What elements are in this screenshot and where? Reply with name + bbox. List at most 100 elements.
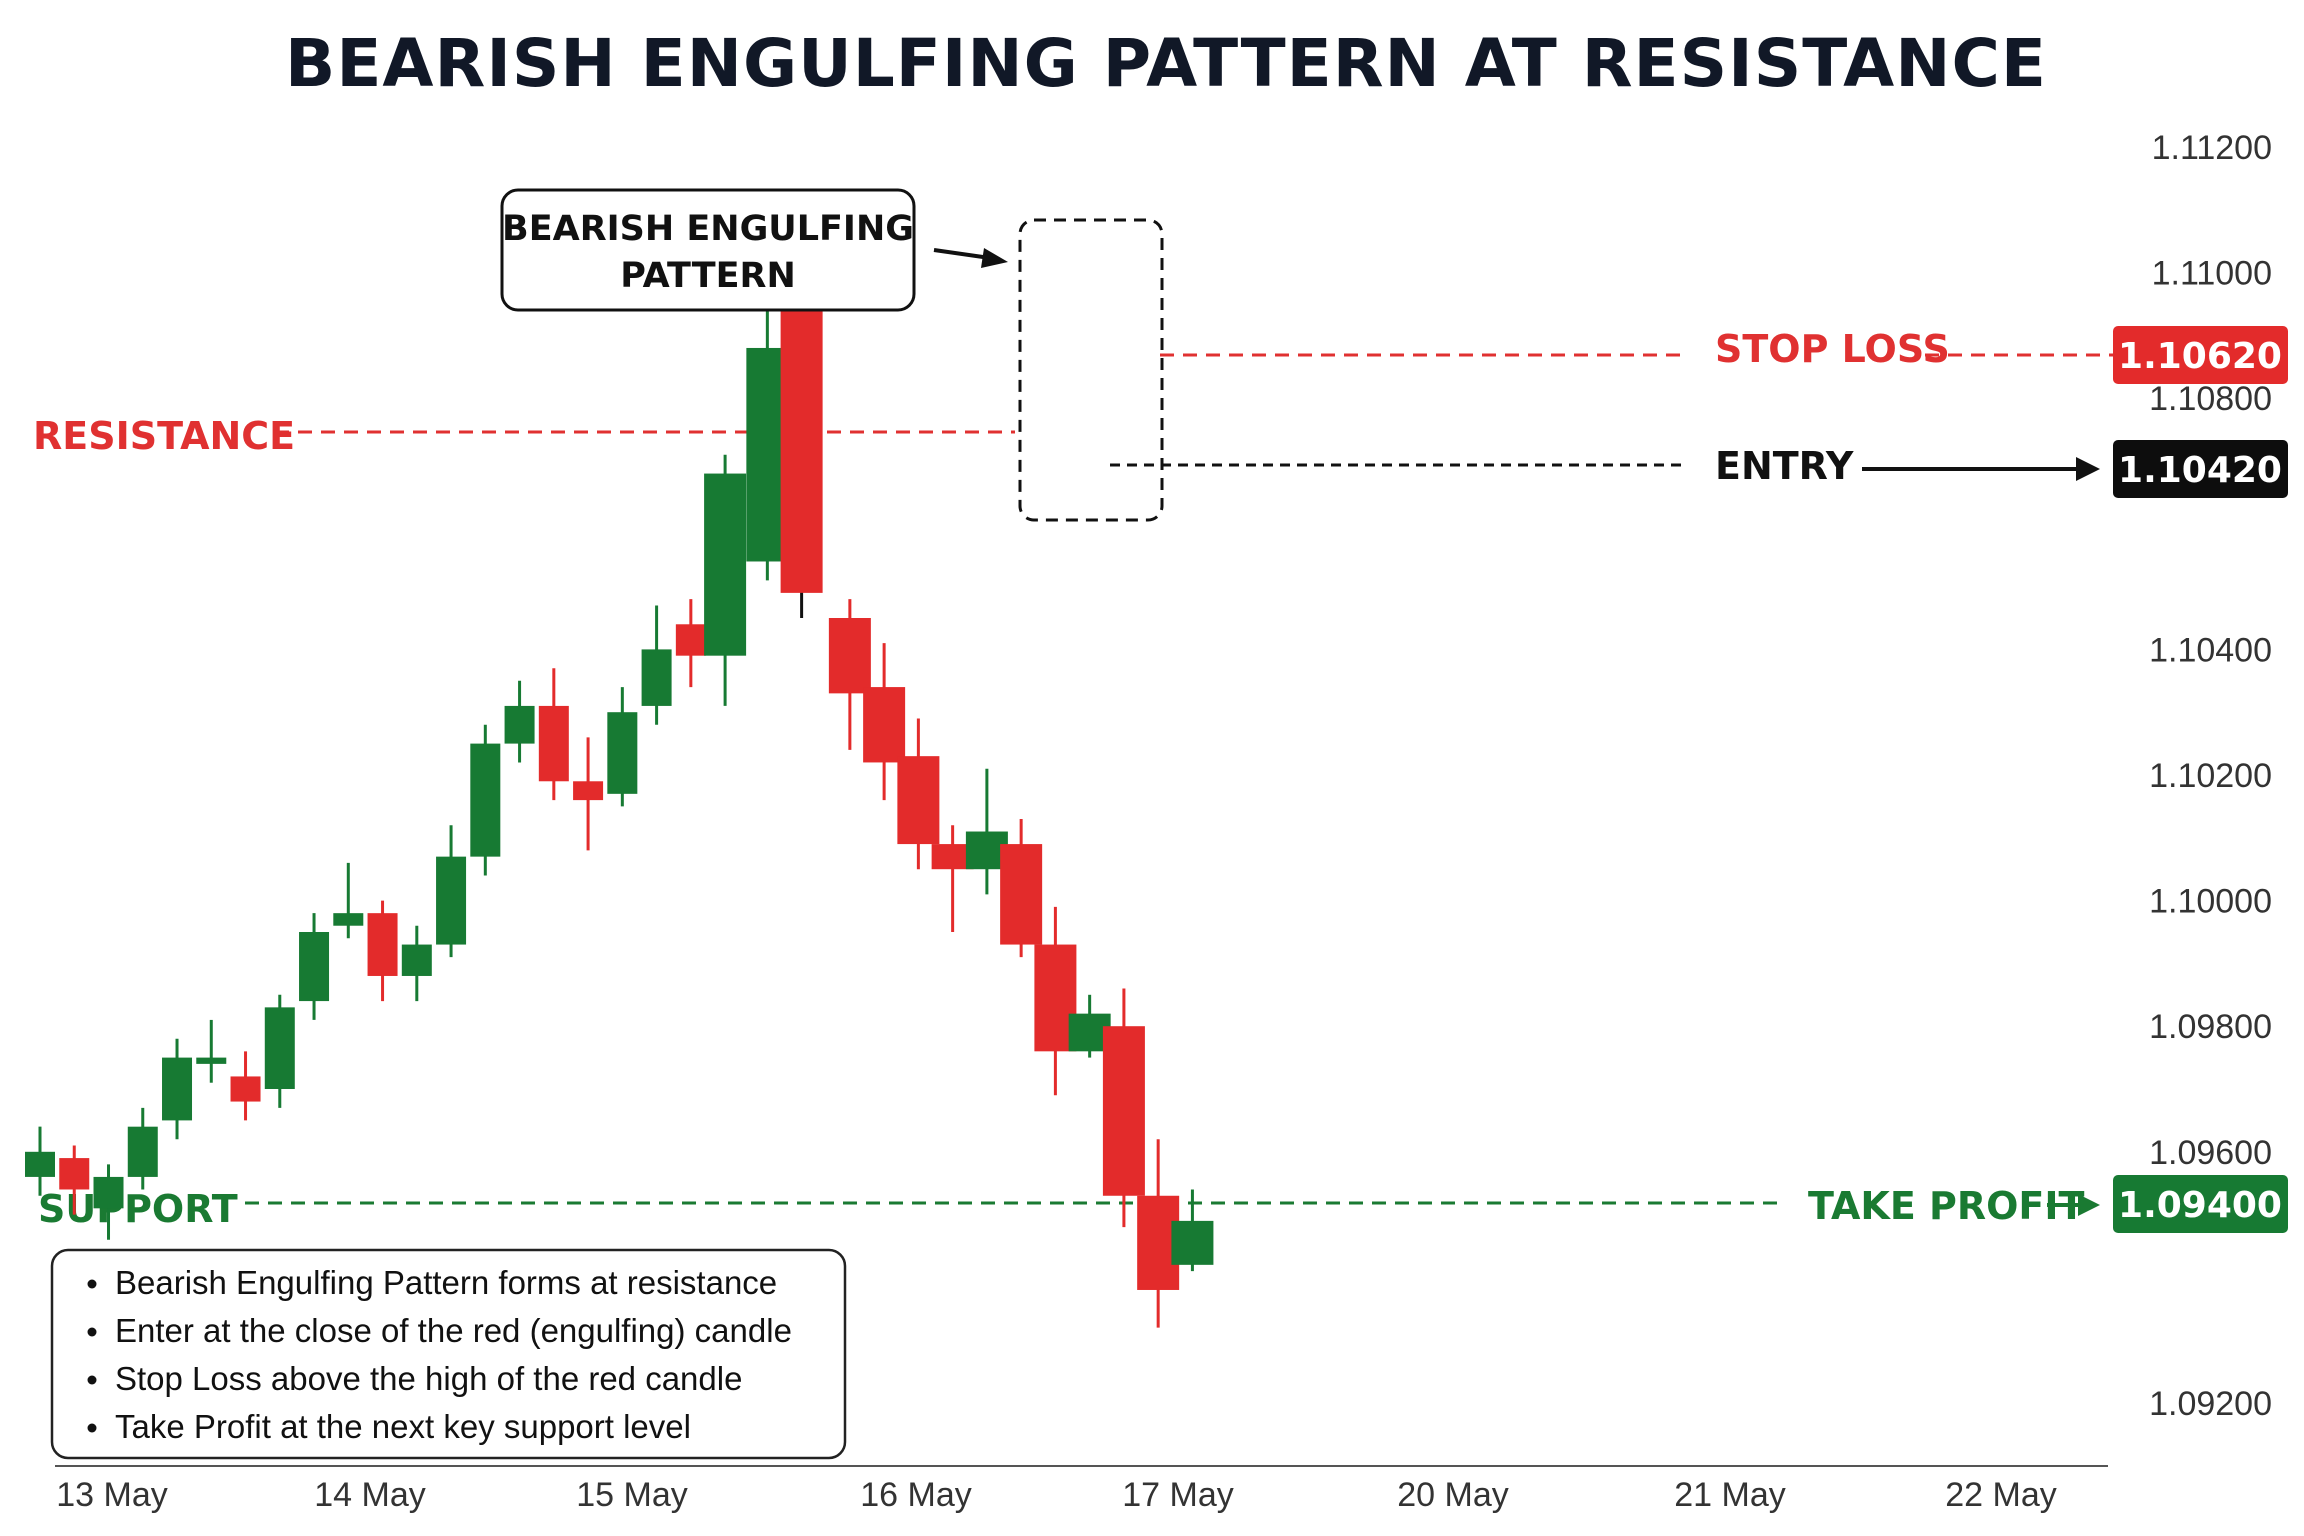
x-tick-label: 22 May bbox=[1945, 1476, 2057, 1514]
candle-body bbox=[127, 1126, 158, 1177]
pattern-callout-line2: PATTERN bbox=[620, 256, 796, 296]
candle-bullish bbox=[25, 1126, 55, 1196]
candle-bullish bbox=[1171, 1189, 1214, 1272]
x-tick-label: 15 May bbox=[576, 1476, 688, 1514]
candle-bullish bbox=[93, 1164, 124, 1240]
candle-bearish bbox=[230, 1051, 261, 1121]
candle-bearish bbox=[573, 737, 604, 851]
support-label: SUPPORT bbox=[38, 1187, 238, 1231]
candle-body bbox=[897, 756, 940, 845]
candle-body bbox=[1171, 1220, 1214, 1265]
entry-value: 1.10420 bbox=[2118, 450, 2282, 491]
entry-badge bbox=[2113, 440, 2288, 498]
candle-body bbox=[436, 856, 467, 945]
candle-bearish bbox=[780, 260, 823, 618]
candle-bearish bbox=[1102, 988, 1145, 1228]
y-tick-label: 1.09200 bbox=[2149, 1385, 2272, 1423]
candle-body bbox=[401, 944, 432, 976]
take-profit-badge bbox=[2113, 1175, 2288, 1233]
x-tick-label: 14 May bbox=[314, 1476, 426, 1514]
candles bbox=[25, 260, 1214, 1328]
y-tick-label: 1.10400 bbox=[2149, 631, 2272, 669]
resistance-label: RESISTANCE bbox=[33, 414, 295, 458]
candle-bearish bbox=[675, 599, 706, 688]
bullet-icon bbox=[87, 1279, 97, 1289]
y-tick-label: 1.11000 bbox=[2152, 255, 2272, 293]
candle-bullish bbox=[401, 925, 432, 1002]
candle-bullish bbox=[436, 825, 467, 958]
y-tick-label: 1.09600 bbox=[2149, 1134, 2272, 1172]
x-axis: 13 May 14 May 15 May 16 May 17 May 20 May 21 M… bbox=[56, 1476, 2057, 1514]
candle-bearish bbox=[367, 900, 398, 1002]
candle-body bbox=[1000, 844, 1043, 945]
candle-body bbox=[25, 1151, 55, 1177]
candle-body bbox=[780, 310, 823, 593]
candle-bullish bbox=[264, 994, 295, 1108]
x-tick-label: 17 May bbox=[1122, 1476, 1234, 1514]
note-item: Take Profit at the next key support leve… bbox=[115, 1408, 691, 1445]
candle-body bbox=[1102, 1026, 1145, 1196]
entry-label: ENTRY bbox=[1715, 444, 1854, 488]
candle-body bbox=[367, 913, 398, 976]
y-tick-label: 1.09800 bbox=[2149, 1008, 2272, 1046]
candle-body bbox=[863, 687, 906, 763]
entry-arrow-head bbox=[2076, 457, 2100, 481]
candle-bearish bbox=[863, 643, 906, 801]
candle-body bbox=[230, 1076, 261, 1102]
candle-body bbox=[93, 1176, 124, 1209]
stop-loss-label: STOP LOSS bbox=[1715, 327, 1950, 371]
x-tick-label: 13 May bbox=[56, 1476, 168, 1514]
candle-bullish bbox=[127, 1107, 158, 1190]
candle-body bbox=[196, 1057, 227, 1064]
candle-bullish bbox=[641, 605, 672, 725]
candle-body bbox=[704, 473, 747, 656]
candle-bearish bbox=[828, 599, 871, 750]
y-tick-label: 1.10800 bbox=[2149, 380, 2272, 418]
candle-body bbox=[162, 1057, 193, 1121]
candle-bullish bbox=[333, 862, 364, 939]
candle-bearish bbox=[897, 718, 940, 870]
y-tick-label: 1.11200 bbox=[2152, 129, 2272, 167]
candle-body bbox=[504, 705, 535, 744]
stop-loss-badge bbox=[2113, 326, 2288, 384]
candle-body bbox=[470, 743, 501, 857]
candle-bullish bbox=[470, 724, 501, 876]
candle-body bbox=[573, 781, 604, 801]
candle-body bbox=[675, 624, 706, 656]
candle-body bbox=[59, 1158, 90, 1190]
pattern-highlight-box bbox=[1018, 218, 1164, 522]
y-tick-label: 1.10200 bbox=[2149, 757, 2272, 795]
y-tick-label: 1.10000 bbox=[2149, 883, 2272, 921]
callout-arrow-head bbox=[981, 248, 1008, 268]
candle-body bbox=[828, 618, 871, 694]
candle-body bbox=[333, 913, 364, 926]
candle-bullish bbox=[504, 680, 535, 763]
notes-box bbox=[50, 1248, 847, 1460]
chart-title: BEARISH ENGULFING PATTERN AT RESISTANCE bbox=[285, 25, 2047, 102]
candle-body bbox=[299, 932, 330, 1002]
x-tick-label: 21 May bbox=[1674, 1476, 1786, 1514]
x-tick-label: 20 May bbox=[1397, 1476, 1509, 1514]
bullet-icon bbox=[87, 1423, 97, 1433]
take-profit-label: TAKE PROFIT bbox=[1808, 1184, 2085, 1228]
note-item: Bearish Engulfing Pattern forms at resis… bbox=[115, 1264, 777, 1301]
notes-list: Bearish Engulfing Pattern forms at resis… bbox=[87, 1264, 792, 1445]
candle-body bbox=[641, 649, 672, 706]
y-axis: 1.11200 1.11000 1.10800 1.10400 1.10200 1.100… bbox=[2149, 129, 2272, 1423]
candle-bullish bbox=[704, 454, 747, 706]
note-item: Enter at the close of the red (engulfing… bbox=[115, 1312, 792, 1349]
x-tick-label: 16 May bbox=[860, 1476, 972, 1514]
bullet-icon bbox=[87, 1327, 97, 1337]
candle-body bbox=[538, 705, 569, 782]
candle-bearish bbox=[538, 668, 569, 801]
candle-bearish bbox=[59, 1145, 90, 1215]
candle-bullish bbox=[196, 1019, 227, 1083]
pattern-callout-box bbox=[500, 188, 916, 312]
stop-loss-value: 1.10620 bbox=[2118, 336, 2282, 377]
callout-arrow-line bbox=[933, 248, 991, 260]
candle-bullish bbox=[162, 1038, 193, 1140]
bullet-icon bbox=[87, 1375, 97, 1385]
candle-bullish bbox=[299, 913, 330, 1020]
candle-bullish bbox=[607, 687, 638, 807]
